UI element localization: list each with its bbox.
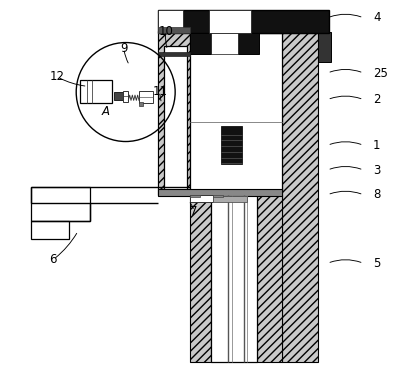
Text: 25: 25 bbox=[373, 66, 388, 79]
Text: A: A bbox=[102, 105, 110, 118]
Bar bbox=[190, 33, 211, 54]
Bar bbox=[221, 126, 242, 164]
Bar bbox=[158, 10, 329, 33]
Bar bbox=[209, 10, 251, 33]
Bar bbox=[158, 31, 190, 195]
Bar bbox=[158, 31, 190, 195]
Bar bbox=[114, 92, 123, 100]
Text: 4: 4 bbox=[373, 11, 381, 24]
Text: 7: 7 bbox=[190, 205, 198, 218]
Bar bbox=[213, 195, 223, 197]
Text: 1: 1 bbox=[373, 139, 381, 152]
Bar bbox=[123, 91, 128, 102]
Bar bbox=[190, 33, 282, 191]
Bar bbox=[158, 28, 190, 33]
Bar bbox=[80, 80, 112, 104]
Bar bbox=[190, 195, 211, 362]
Text: 10: 10 bbox=[158, 25, 173, 38]
Bar bbox=[318, 32, 331, 62]
Bar bbox=[213, 196, 248, 202]
Bar bbox=[139, 102, 143, 106]
Bar bbox=[164, 46, 187, 195]
Bar bbox=[190, 195, 200, 197]
Text: 12: 12 bbox=[50, 70, 65, 83]
Bar bbox=[211, 33, 238, 54]
Bar bbox=[158, 10, 183, 33]
Bar bbox=[238, 33, 259, 54]
Text: 11: 11 bbox=[152, 85, 168, 98]
Bar bbox=[158, 52, 190, 56]
Bar bbox=[30, 187, 89, 222]
Bar bbox=[190, 195, 213, 202]
Text: 3: 3 bbox=[373, 163, 381, 176]
Text: 5: 5 bbox=[373, 257, 381, 270]
Bar bbox=[139, 91, 154, 103]
Bar bbox=[158, 189, 282, 196]
Text: 6: 6 bbox=[50, 253, 57, 266]
Bar bbox=[211, 195, 257, 362]
Text: 8: 8 bbox=[373, 188, 381, 201]
Bar bbox=[257, 195, 282, 362]
Text: 2: 2 bbox=[373, 93, 381, 106]
Text: 9: 9 bbox=[120, 42, 128, 55]
Bar bbox=[30, 221, 69, 239]
Bar bbox=[282, 33, 318, 362]
